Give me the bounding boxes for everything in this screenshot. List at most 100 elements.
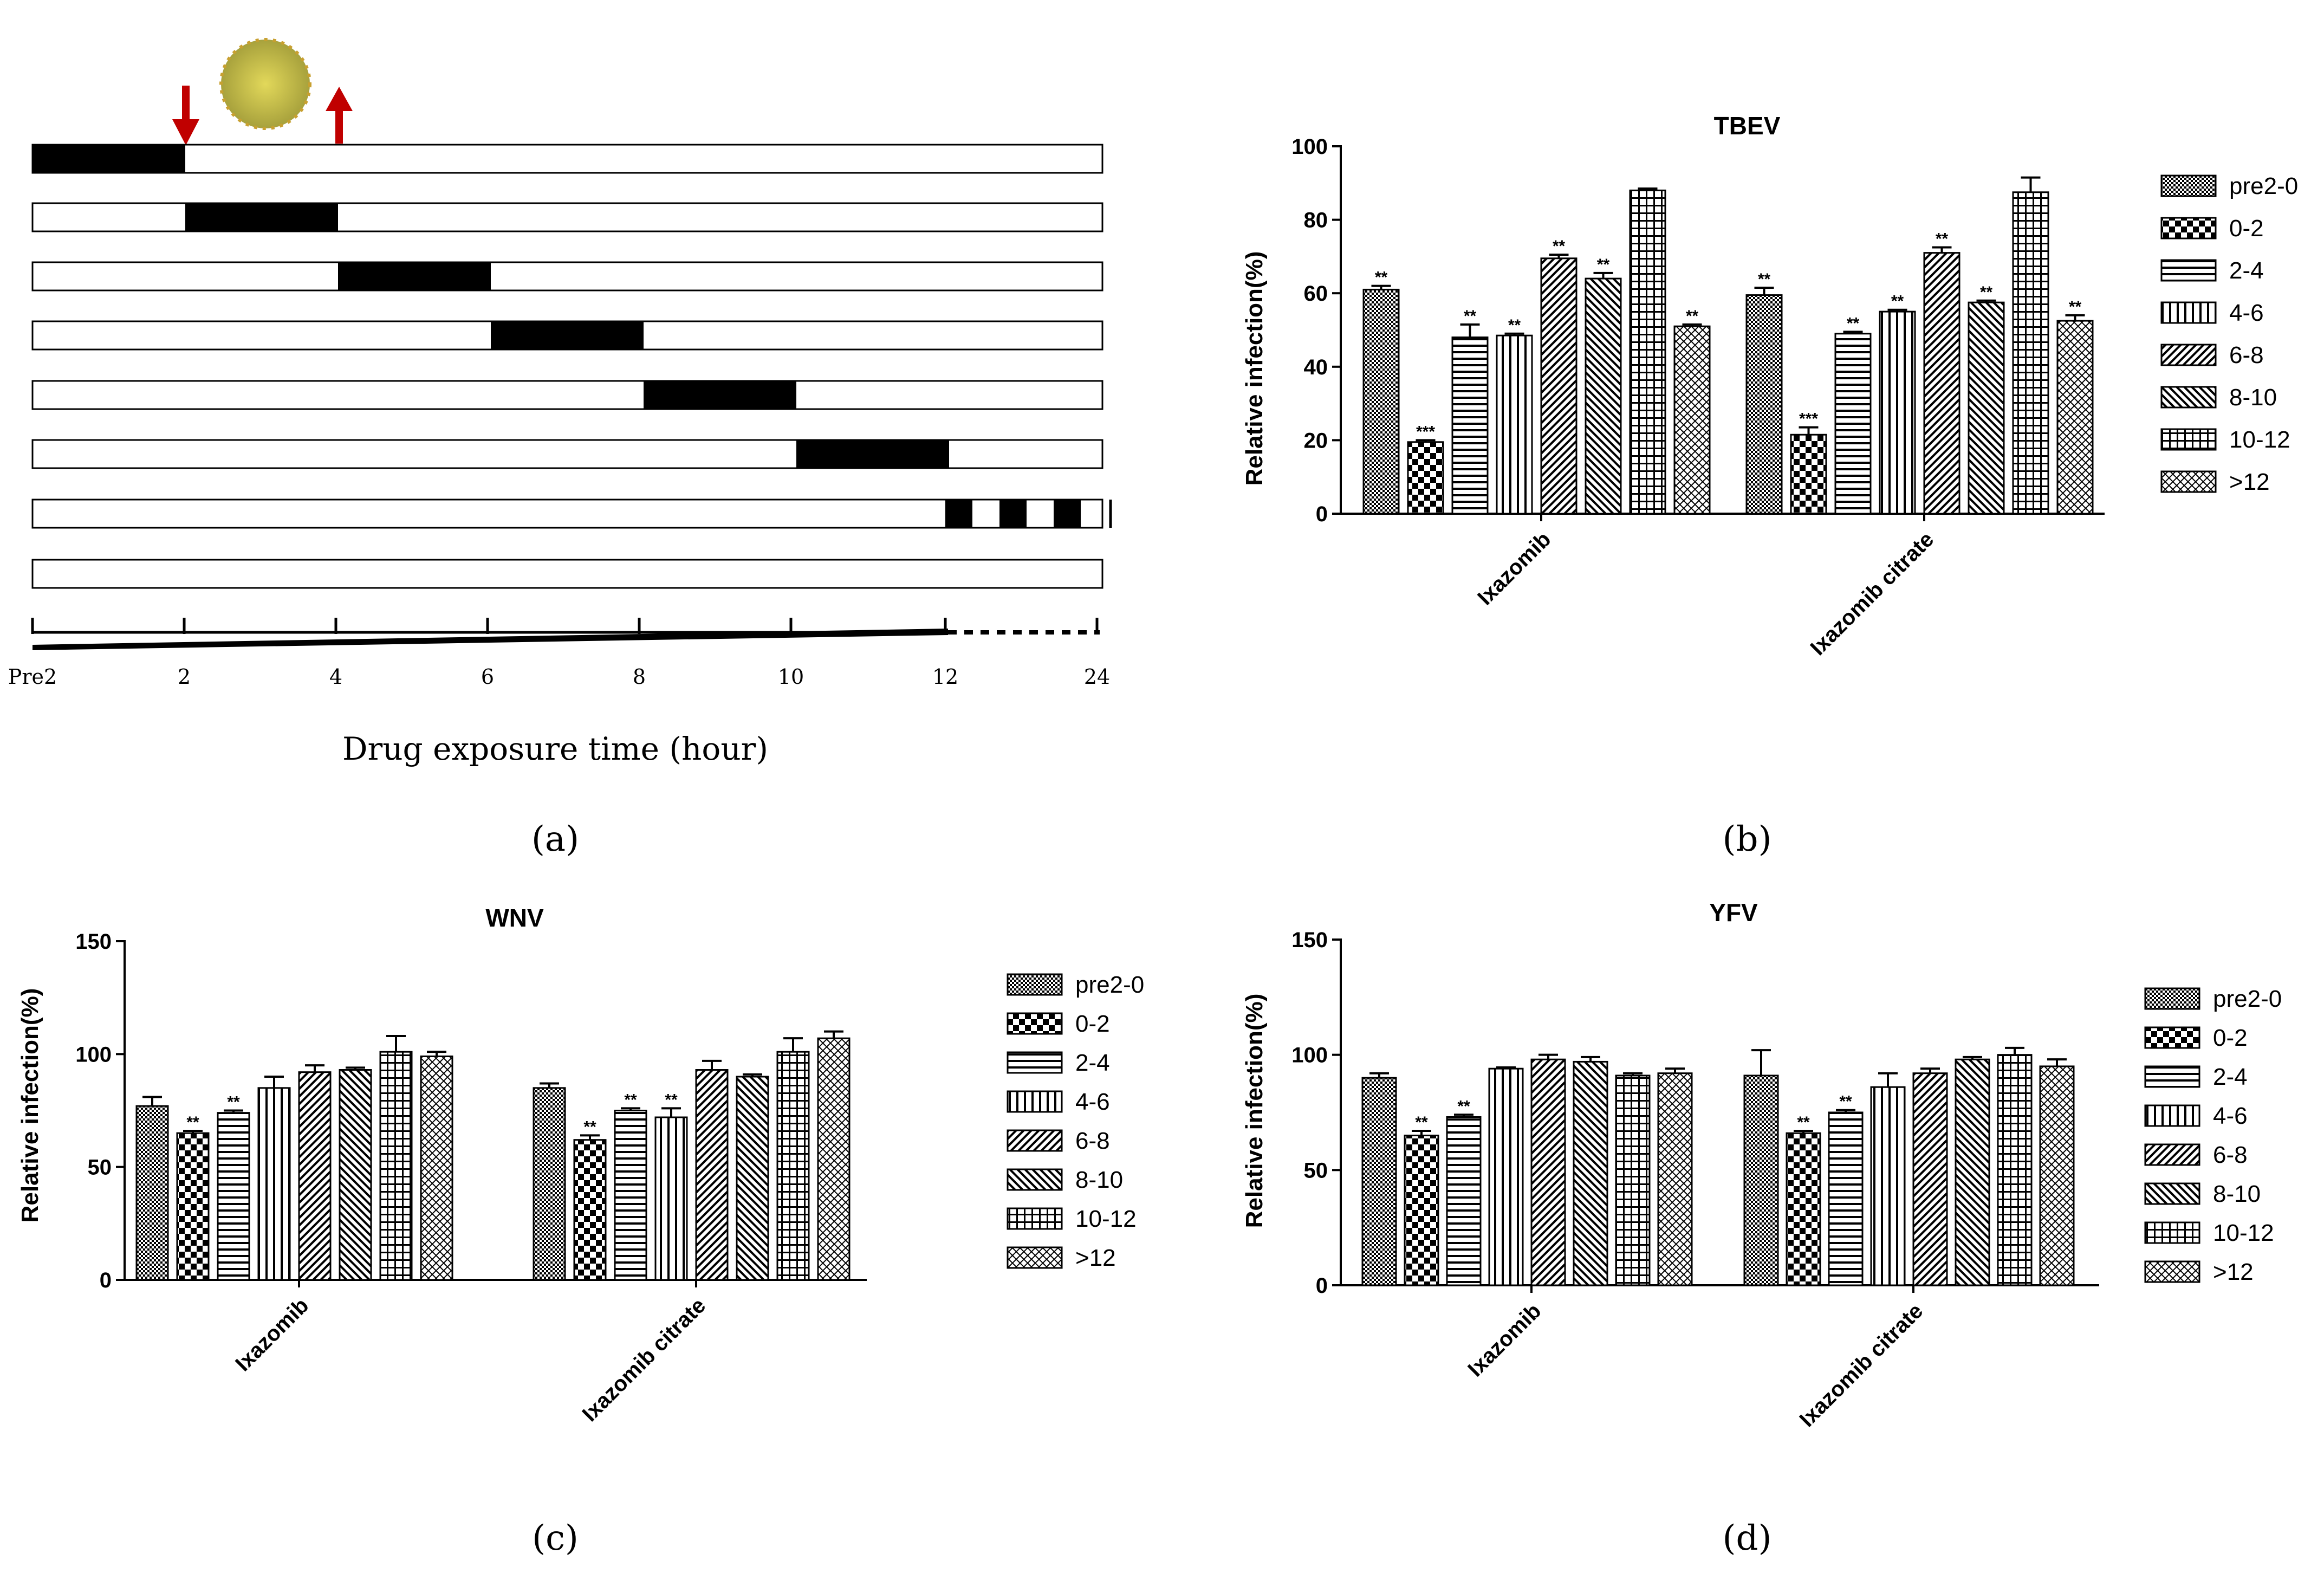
y-tick-label: 50	[1304, 1158, 1328, 1182]
bar	[2056, 320, 2094, 515]
y-axis-label: Relative infection(%)	[17, 988, 43, 1223]
panel-label-c: (c)	[532, 1518, 579, 1558]
bar	[573, 1139, 607, 1281]
chart-tbev: TBEV Relative infection(%) Ixazomib citr…	[1241, 112, 2298, 660]
legend-swatch	[1007, 1090, 1063, 1113]
exposure-block	[185, 203, 338, 231]
significance-label: **	[583, 1118, 596, 1136]
significance-label: **	[624, 1091, 637, 1109]
bar	[1362, 288, 1400, 515]
bar	[817, 1037, 851, 1281]
bar	[1997, 1054, 2033, 1286]
significance-label: **	[1797, 1114, 1810, 1131]
legend-label: 8-10	[2213, 1181, 2261, 1207]
category-label: Ixazomib	[1463, 1299, 1546, 1381]
significance-label: **	[1686, 307, 1699, 325]
legend-label: 8-10	[2229, 384, 2277, 411]
category-label: Ixazomib citrate	[1806, 527, 1938, 660]
panel-label-d: (d)	[1723, 1518, 1772, 1558]
bar	[1673, 325, 1711, 515]
bar	[1404, 1135, 1439, 1286]
exposure-block	[644, 381, 796, 409]
legend-swatch	[1007, 1051, 1063, 1074]
exposure-block-dashed	[945, 500, 972, 528]
virus-particle-icon	[221, 40, 310, 128]
bar	[135, 1105, 169, 1281]
axis-tick-label: 2	[178, 665, 191, 689]
legend-label: 0-2	[2229, 215, 2264, 242]
legend-swatch	[2144, 1065, 2200, 1088]
chart-title: YFV	[1709, 898, 1758, 927]
timeline-row	[31, 499, 1103, 529]
legend-swatch	[2144, 1182, 2200, 1205]
legend-swatch	[2144, 987, 2200, 1010]
bar	[217, 1112, 250, 1281]
legend-label: 0-2	[2213, 1025, 2248, 1051]
legend-label: 2-4	[1075, 1050, 1110, 1076]
bar	[2039, 1065, 2075, 1286]
bar	[1657, 1072, 1693, 1286]
bar	[736, 1076, 769, 1281]
axis-tick-label: 24	[1084, 665, 1110, 689]
panel-label-a: (a)	[531, 819, 579, 859]
arrow-down-head	[172, 119, 199, 145]
timeline-row	[31, 144, 1103, 174]
y-tick-label: 0	[1316, 502, 1328, 526]
bar	[654, 1116, 688, 1281]
y-tick-label: 150	[75, 930, 112, 954]
legend-swatch	[1007, 1246, 1063, 1269]
timeline-row	[31, 559, 1103, 589]
time-axis: Pre2 2 4 6 8 10 12 24	[8, 618, 1110, 689]
significance-label: **	[665, 1091, 678, 1109]
bar	[1629, 189, 1666, 515]
legend-swatch	[2160, 470, 2217, 493]
legend-label: 4-6	[2213, 1103, 2248, 1129]
legend-label: 2-4	[2229, 257, 2264, 284]
significance-label: **	[1457, 1097, 1470, 1115]
legend-label: 4-6	[2229, 300, 2264, 326]
legend-label: 8-10	[1075, 1167, 1123, 1193]
y-tick-label: 0	[1316, 1274, 1328, 1298]
bar	[1585, 277, 1622, 515]
y-tick-label: 20	[1304, 429, 1328, 452]
significance-label: **	[1847, 314, 1860, 332]
y-tick-label: 100	[75, 1043, 112, 1066]
axis-tick-label: 4	[329, 665, 342, 689]
significance-label: **	[2069, 298, 2082, 316]
category-label: Ixazomib citrate	[577, 1293, 710, 1426]
bar	[1743, 1074, 1779, 1286]
bar	[1955, 1058, 1990, 1286]
axis-tick-label: 12	[932, 665, 958, 689]
bar	[1879, 310, 1916, 515]
legend-label: pre2-0	[2229, 173, 2298, 199]
legend-label: pre2-0	[1075, 972, 1144, 998]
legend-label: 6-8	[2229, 342, 2264, 368]
significance-label: **	[1597, 256, 1610, 274]
bar	[257, 1087, 291, 1281]
bar	[1451, 336, 1489, 515]
bar	[379, 1051, 413, 1281]
bar	[1968, 301, 2005, 515]
bar	[1786, 1132, 1821, 1286]
axis-tick-label: 6	[481, 665, 494, 689]
legend-label: 0-2	[1075, 1011, 1110, 1037]
legend-swatch	[2144, 1221, 2200, 1244]
significance-label: **	[1936, 230, 1949, 248]
bar	[176, 1132, 210, 1281]
bar	[1912, 1072, 1948, 1286]
timeline-row	[31, 380, 1103, 410]
significance-label: ***	[1799, 410, 1818, 428]
legend-label: >12	[2229, 469, 2270, 495]
panel-label-b: (b)	[1723, 819, 1772, 859]
bar	[1923, 252, 1961, 515]
bar	[1530, 1058, 1566, 1286]
significance-label: **	[1508, 316, 1521, 334]
significance-label: **	[1464, 307, 1477, 325]
bar	[533, 1087, 566, 1281]
timeline-diagram: Pre2 2 4 6 8 10 12 24 Drug exposure time (hour)	[8, 38, 1112, 767]
significance-label: **	[227, 1093, 240, 1111]
legend-label: 10-12	[1075, 1206, 1137, 1232]
axis-wedge	[33, 629, 948, 650]
category-label: Ixazomib	[1473, 527, 1555, 610]
legend-swatch	[2160, 344, 2217, 366]
